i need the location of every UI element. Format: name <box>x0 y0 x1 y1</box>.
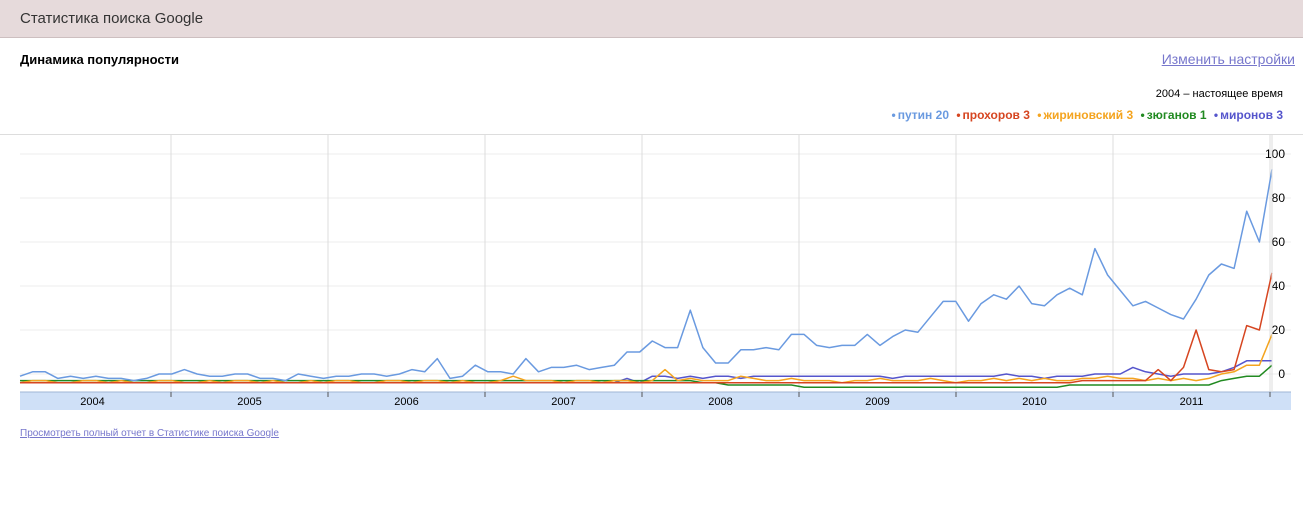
series-line <box>20 272 1273 384</box>
legend-item-zhirinovsky: • жириновский 3 <box>1037 108 1136 122</box>
y-tick-label: 80 <box>1272 191 1286 205</box>
header-title: Статистика поиска Google <box>20 10 204 27</box>
series-line <box>20 364 1273 388</box>
x-axis-band <box>20 392 1291 410</box>
legend-dot-icon: • <box>1140 108 1145 122</box>
legend-item-zyuganov: • зюганов 1 <box>1141 108 1210 122</box>
x-tick-label: 2009 <box>865 396 889 408</box>
change-settings-link[interactable]: Изменить настройки <box>1161 51 1295 67</box>
x-tick-label: 2005 <box>237 396 261 408</box>
legend-label: прохоров 3 <box>962 108 1030 122</box>
legend-dot-icon: • <box>1037 108 1042 122</box>
period-label: 2004 – настоящее время <box>1155 88 1283 100</box>
legend-dot-icon: • <box>956 108 961 122</box>
y-tick-label: 100 <box>1265 147 1285 161</box>
x-tick-label: 2006 <box>394 396 418 408</box>
y-tick-label: 60 <box>1272 235 1286 249</box>
trend-chart: 2004 2005 2006 2007 2008 2009 2010 2011 100 80 60 4… <box>0 134 1303 410</box>
x-tick-label: 2004 <box>80 396 104 408</box>
y-tick-label: 40 <box>1272 279 1286 293</box>
chart-legend: • путин 20 • прохоров 3 • жириновский 3 • зю… <box>888 108 1283 122</box>
series-line <box>20 360 1272 384</box>
section-title: Динамика популярности <box>20 52 179 67</box>
y-tick-label: 0 <box>1278 367 1285 381</box>
legend-dot-icon: • <box>891 108 896 122</box>
legend-item-prokhorov: • прохоров 3 <box>956 108 1033 122</box>
x-tick-label: 2007 <box>551 396 575 408</box>
legend-label: зюганов 1 <box>1146 108 1207 122</box>
legend-label: миронов 3 <box>1220 108 1283 122</box>
x-tick-label: 2008 <box>708 396 732 408</box>
full-report-link[interactable]: Просмотреть полный отчет в Статистике по… <box>20 428 279 439</box>
legend-item-putin: • путин 20 <box>892 108 953 122</box>
legend-label: путин 20 <box>897 108 949 122</box>
legend-label: жириновский 3 <box>1043 108 1134 122</box>
series-line <box>19 169 1273 382</box>
legend-item-mironov: • миронов 3 <box>1214 108 1283 122</box>
x-tick-label: 2010 <box>1022 396 1046 408</box>
series-line <box>19 334 1273 384</box>
chart-area: 2004 2005 2006 2007 2008 2009 2010 2011 100 80 60 4… <box>0 134 1303 412</box>
y-tick-label: 20 <box>1272 323 1286 337</box>
x-tick-label: 2011 <box>1180 396 1204 408</box>
header-bar: Статистика поиска Google <box>0 0 1303 38</box>
legend-dot-icon: • <box>1213 108 1219 122</box>
